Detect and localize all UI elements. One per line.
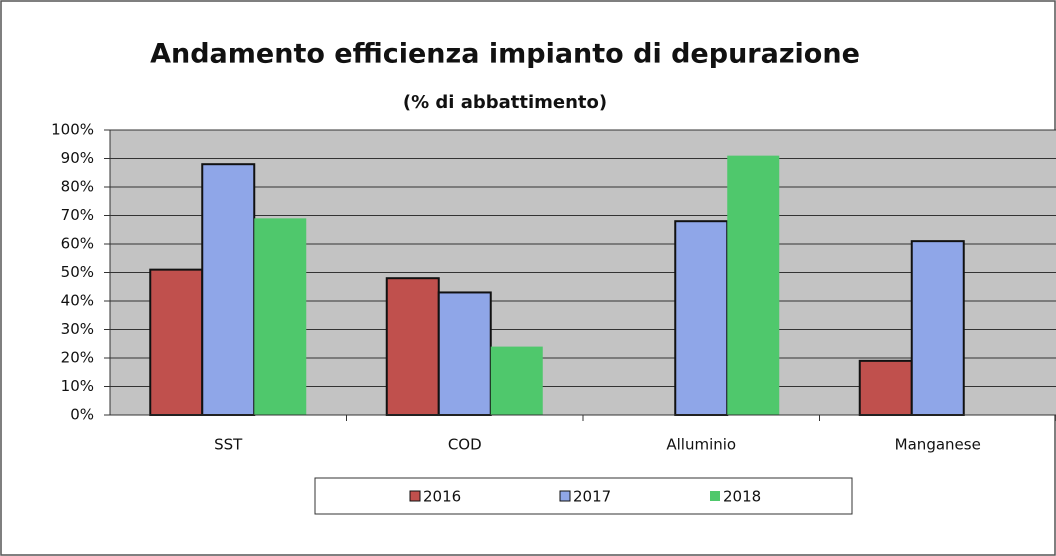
y-tick-label: 20% bbox=[61, 349, 94, 367]
legend-swatch bbox=[409, 490, 421, 502]
y-tick-label: 70% bbox=[61, 206, 94, 224]
legend-label: 2016 bbox=[423, 488, 461, 506]
chart-subtitle: (% di abbattimento) bbox=[403, 92, 607, 113]
y-tick-label: 0% bbox=[70, 406, 94, 424]
y-tick-label: 40% bbox=[61, 292, 94, 310]
y-tick-label: 30% bbox=[61, 320, 94, 338]
y-tick-label: 10% bbox=[61, 377, 94, 395]
bar bbox=[201, 163, 256, 416]
legend-label: 2018 bbox=[723, 488, 761, 506]
y-tick-label: 60% bbox=[61, 235, 94, 253]
legend-label: 2017 bbox=[573, 488, 611, 506]
legend-box bbox=[314, 477, 853, 515]
bar bbox=[674, 220, 729, 416]
x-tick-label: SST bbox=[214, 436, 243, 454]
bar bbox=[385, 277, 440, 417]
legend-swatch bbox=[559, 490, 571, 502]
bar bbox=[254, 218, 307, 415]
chart-title: Andamento efficienza impianto di depuraz… bbox=[150, 39, 860, 70]
bar bbox=[437, 291, 492, 417]
bar bbox=[727, 155, 780, 415]
y-tick-label: 100% bbox=[51, 121, 94, 139]
bar bbox=[858, 359, 913, 417]
bar bbox=[490, 346, 543, 415]
bar bbox=[149, 268, 204, 416]
x-tick-label: Manganese bbox=[895, 436, 981, 454]
y-tick-label: 80% bbox=[61, 178, 94, 196]
x-tick-label: Alluminio bbox=[666, 436, 736, 454]
legend-swatch bbox=[710, 491, 720, 501]
y-tick-label: 50% bbox=[61, 263, 94, 281]
bar bbox=[910, 240, 965, 416]
y-tick-label: 90% bbox=[61, 149, 94, 167]
x-tick-label: COD bbox=[448, 436, 482, 454]
